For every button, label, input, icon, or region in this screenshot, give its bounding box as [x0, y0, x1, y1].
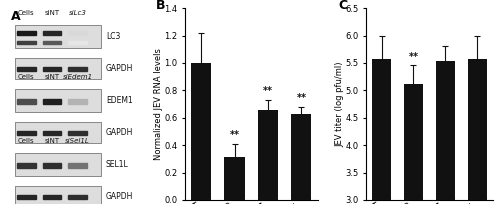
Bar: [68, 163, 87, 168]
Bar: [191, 63, 211, 200]
Text: GAPDH: GAPDH: [106, 192, 134, 201]
Bar: [68, 131, 87, 135]
Text: SEL1L: SEL1L: [106, 160, 128, 169]
Bar: [42, 31, 62, 34]
Text: siLc3: siLc3: [69, 10, 86, 16]
Text: **: **: [263, 86, 273, 96]
Text: A: A: [12, 10, 21, 23]
Bar: [68, 41, 87, 44]
Bar: [68, 31, 87, 34]
FancyBboxPatch shape: [15, 26, 101, 48]
Text: GAPDH: GAPDH: [106, 128, 134, 137]
Bar: [436, 61, 455, 204]
Text: siEdem1: siEdem1: [62, 74, 93, 80]
Bar: [17, 163, 36, 168]
Bar: [17, 131, 36, 135]
Bar: [42, 67, 62, 71]
Text: EDEM1: EDEM1: [106, 96, 132, 105]
Bar: [404, 84, 423, 204]
Text: **: **: [408, 52, 418, 62]
Y-axis label: Normalized JEV RNA levels: Normalized JEV RNA levels: [154, 48, 162, 160]
FancyBboxPatch shape: [15, 186, 101, 204]
FancyBboxPatch shape: [15, 153, 101, 176]
Bar: [17, 41, 36, 44]
Text: siSel1L: siSel1L: [66, 138, 90, 144]
Text: siNT: siNT: [44, 74, 60, 80]
Bar: [42, 41, 62, 44]
Bar: [42, 99, 62, 104]
Text: Cells: Cells: [18, 74, 34, 80]
Text: **: **: [296, 93, 306, 103]
Bar: [42, 131, 62, 135]
Bar: [17, 195, 36, 199]
Bar: [224, 157, 244, 200]
Y-axis label: JEV titer (log pfu/ml): JEV titer (log pfu/ml): [335, 61, 344, 147]
Bar: [468, 59, 487, 204]
Text: B: B: [156, 0, 166, 12]
Text: GAPDH: GAPDH: [106, 64, 134, 73]
FancyBboxPatch shape: [15, 58, 101, 79]
FancyBboxPatch shape: [15, 122, 101, 143]
Bar: [258, 110, 278, 200]
Bar: [68, 67, 87, 71]
Bar: [42, 163, 62, 168]
Bar: [372, 59, 391, 204]
Text: **: **: [230, 130, 239, 140]
Text: siNT: siNT: [44, 138, 60, 144]
Text: LC3: LC3: [106, 32, 120, 41]
Bar: [17, 67, 36, 71]
Bar: [17, 31, 36, 34]
Text: Cells: Cells: [18, 10, 34, 16]
FancyBboxPatch shape: [15, 89, 101, 112]
Text: Cells: Cells: [18, 138, 34, 144]
Bar: [42, 195, 62, 199]
Bar: [17, 99, 36, 104]
Bar: [68, 195, 87, 199]
Text: C: C: [338, 0, 347, 12]
Text: siNT: siNT: [44, 10, 60, 16]
Bar: [292, 114, 312, 200]
Bar: [68, 99, 87, 104]
